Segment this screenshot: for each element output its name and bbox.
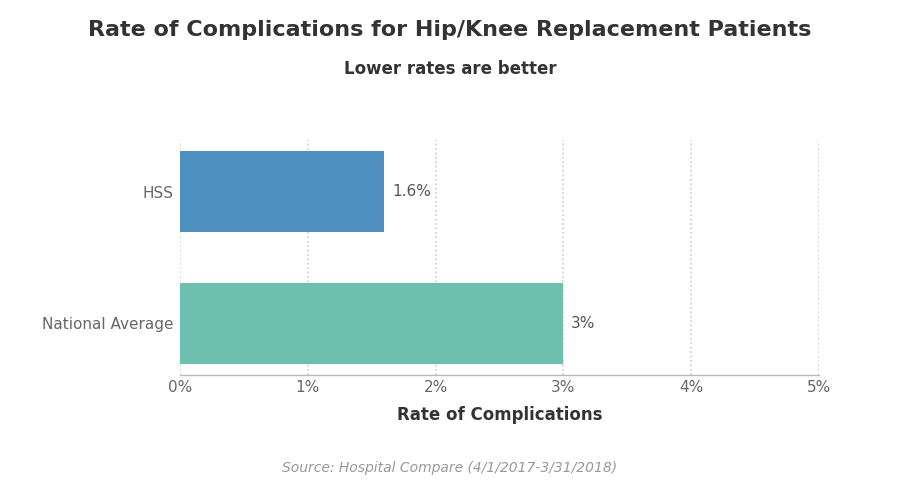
X-axis label: Rate of Complications: Rate of Complications bbox=[397, 406, 602, 424]
Bar bbox=[180, 282, 563, 364]
Text: Rate of Complications for Hip/Knee Replacement Patients: Rate of Complications for Hip/Knee Repla… bbox=[88, 20, 812, 40]
Text: Source: Hospital Compare (4/1/2017-3/31/2018): Source: Hospital Compare (4/1/2017-3/31/… bbox=[283, 461, 617, 475]
Text: 1.6%: 1.6% bbox=[392, 184, 431, 199]
Text: Lower rates are better: Lower rates are better bbox=[344, 60, 556, 78]
Text: 3%: 3% bbox=[572, 316, 596, 331]
Bar bbox=[180, 150, 384, 232]
